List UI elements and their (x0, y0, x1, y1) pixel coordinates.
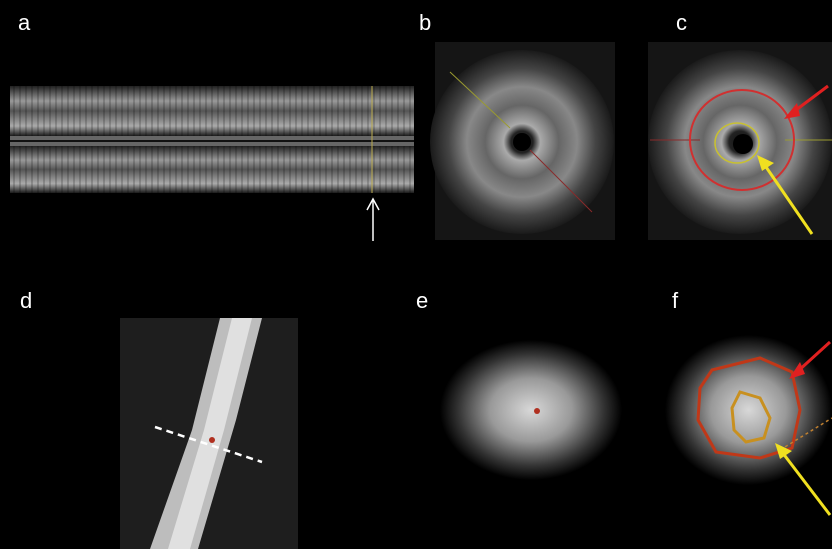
cross-section (665, 335, 832, 485)
panel-b (430, 42, 615, 240)
panel-f (665, 335, 832, 515)
texture (10, 146, 414, 193)
panel-a (10, 86, 414, 241)
figure: a b c d e f (0, 0, 832, 549)
cross-section (440, 340, 622, 480)
panel-d (120, 318, 298, 549)
panel-label: a (18, 10, 31, 35)
catheter-line (10, 140, 414, 142)
panel-c (648, 42, 832, 240)
panel-label: c (676, 10, 687, 35)
panel-label: d (20, 288, 32, 313)
texture (10, 86, 414, 136)
lumen (733, 134, 753, 154)
body: a b c d e f (() => { const data = JSON.p… (0, 0, 832, 549)
lumen (513, 133, 531, 151)
center-point (209, 437, 215, 443)
panel-label: e (416, 288, 428, 313)
page: {"panels": [{"label": "a"}, {"label": "b… (0, 0, 832, 549)
panel-label: b (419, 10, 431, 35)
panel-label: f (672, 288, 679, 313)
center-point (534, 408, 540, 414)
panel-e (440, 340, 622, 480)
